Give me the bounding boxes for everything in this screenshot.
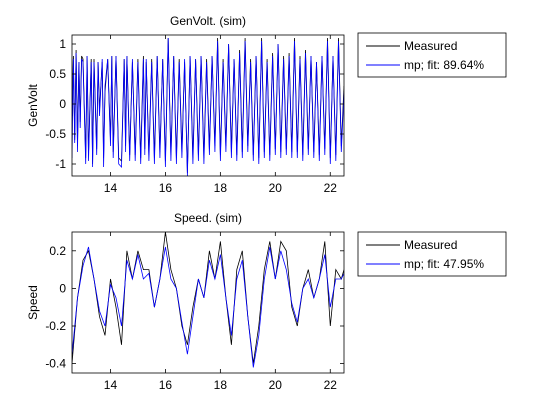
y-tick-label: 0 bbox=[59, 97, 66, 111]
axes-frame bbox=[71, 231, 345, 374]
y-tick-label: 0 bbox=[59, 281, 66, 295]
x-tick-label: 16 bbox=[159, 378, 173, 392]
series-group bbox=[72, 37, 344, 176]
series-line-model bbox=[72, 37, 344, 176]
chart-title: GenVolt. (sim) bbox=[170, 14, 246, 28]
legend-box bbox=[357, 32, 507, 78]
y-tick-label: -1 bbox=[55, 157, 66, 171]
x-tick-label: 20 bbox=[269, 181, 283, 195]
subplot-2: 14 16 18 20 22 -0.4 -0.2 0 0.2 Speed. (sim) Speed M… bbox=[26, 211, 507, 392]
x-tick-label: 20 bbox=[269, 378, 283, 392]
x-tick-label: 18 bbox=[214, 378, 228, 392]
chart-title: Speed. (sim) bbox=[174, 211, 242, 225]
x-tick-label: 16 bbox=[159, 181, 173, 195]
axes-background bbox=[72, 232, 344, 373]
legend-label: Measured bbox=[404, 238, 457, 252]
legend-label: mp; fit: 47.95% bbox=[404, 257, 484, 271]
series-line-model bbox=[72, 246, 344, 368]
legend: Measured mp; fit: 89.64% bbox=[357, 32, 507, 78]
y-tick-label: 1 bbox=[59, 37, 66, 51]
y-tick-label: 0.5 bbox=[49, 67, 66, 81]
series-group bbox=[72, 232, 344, 368]
legend-label: mp; fit: 89.64% bbox=[404, 58, 484, 72]
subplot-1: 14 16 18 20 22 -1 -0.5 0 0.5 1 GenVolt. (sim) GenVo… bbox=[26, 14, 507, 195]
y-axis-label: GenVolt bbox=[26, 83, 40, 126]
x-tick-label: 14 bbox=[104, 181, 118, 195]
legend-box bbox=[357, 231, 507, 277]
x-tick-label: 22 bbox=[324, 181, 338, 195]
legend-label: Measured bbox=[404, 39, 457, 53]
y-tick-label: 0.2 bbox=[49, 244, 66, 258]
x-tick-label: 18 bbox=[214, 181, 228, 195]
y-tick-label: -0.4 bbox=[45, 357, 66, 371]
y-axis-label: Speed bbox=[26, 285, 40, 320]
axes-frame bbox=[71, 34, 345, 177]
x-tick-label: 22 bbox=[324, 378, 338, 392]
x-tick-label: 14 bbox=[104, 378, 118, 392]
legend: Measured mp; fit: 47.95% bbox=[357, 231, 507, 277]
y-tick-label: -0.2 bbox=[45, 319, 66, 333]
y-tick-label: -0.5 bbox=[45, 127, 66, 141]
